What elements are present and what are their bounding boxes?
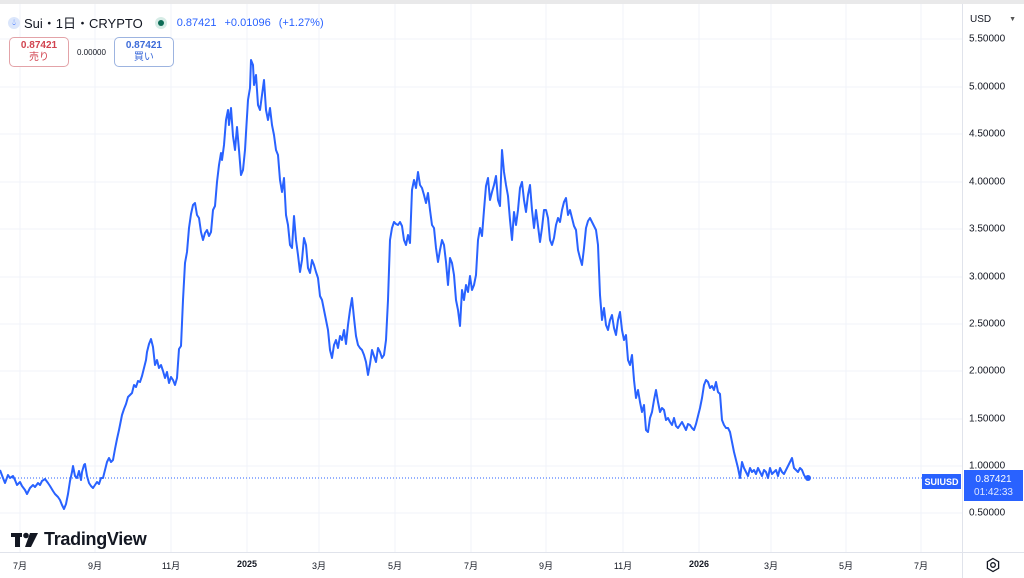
sui-drop-icon: 💧︎	[8, 16, 20, 29]
price-label: 3.00000	[969, 271, 1006, 283]
price-axis[interactable]: USD ▼ 5.50000 5.00000 4.50000 4.00000 3.…	[962, 4, 1024, 552]
symbol-title[interactable]: Sui・1日・CRYPTO	[24, 16, 143, 31]
grid-lines	[0, 4, 962, 552]
buy-button[interactable]: 0.87421 買い	[113, 37, 174, 67]
time-label: 3月	[763, 561, 779, 571]
price-label: 5.50000	[969, 33, 1006, 45]
price-change: +0.01096	[224, 16, 271, 29]
price-plot[interactable]	[0, 4, 962, 552]
price-line	[0, 59, 811, 510]
time-label: 11月	[613, 561, 633, 571]
time-label: 7月	[913, 561, 929, 571]
tradingview-logo-icon	[11, 532, 38, 547]
spread-value: 0.00000	[77, 47, 106, 57]
symbol-legend[interactable]: 💧︎ Sui・1日・CRYPTO 0.87421 +0.01096 (+1.27…	[8, 13, 324, 32]
price-label: 3.50000	[969, 223, 1006, 235]
price-label: 5.00000	[969, 81, 1006, 93]
last-price-tag-value: 0.87421	[975, 473, 1012, 485]
time-label-year: 2026	[688, 559, 710, 569]
price-label: 0.50000	[969, 507, 1006, 519]
last-price-tag: 0.87421 01:42:33	[964, 470, 1023, 501]
time-axis[interactable]: 7月 9月 11月 2025 3月 5月 7月 9月 11月 2026 3月 5…	[0, 552, 962, 578]
time-label: 5月	[838, 561, 854, 571]
tradingview-branding[interactable]: TradingView	[11, 529, 147, 550]
price-label: 2.00000	[969, 365, 1006, 377]
price-label: 2.50000	[969, 318, 1006, 330]
price-label: 4.50000	[969, 128, 1006, 140]
chart-pane[interactable]: 💧︎ Sui・1日・CRYPTO 0.87421 +0.01096 (+1.27…	[0, 4, 962, 552]
bar-countdown: 01:42:33	[974, 486, 1013, 498]
buy-label: 買い	[133, 52, 154, 63]
chevron-down-icon: ▼	[1009, 15, 1016, 23]
buy-price: 0.87421	[125, 40, 162, 51]
price-change-pct: (+1.27%)	[278, 16, 324, 29]
market-open-dot-icon	[154, 16, 167, 29]
window-top-border	[0, 0, 1024, 4]
time-label: 9月	[538, 561, 554, 571]
time-label: 3月	[311, 561, 327, 571]
time-label: 7月	[12, 561, 28, 571]
time-label: 11月	[161, 561, 181, 571]
tradingview-logo-text: TradingView	[44, 529, 147, 549]
time-label: 5月	[387, 561, 403, 571]
trade-buttons: 0.87421 売り 0.00000 0.87421 買い	[9, 37, 174, 67]
currency-label: USD	[970, 13, 992, 25]
sell-button[interactable]: 0.87421 売り	[9, 37, 69, 67]
sell-label: 売り	[29, 52, 49, 63]
axis-corner	[962, 552, 1024, 578]
sell-price: 0.87421	[20, 40, 58, 51]
time-label-year: 2025	[236, 559, 258, 569]
price-label: 4.00000	[969, 176, 1006, 188]
last-price-value: 0.87421	[176, 16, 217, 29]
price-label: 1.00000	[969, 460, 1006, 472]
currency-selector[interactable]: USD ▼	[967, 10, 1019, 28]
time-label: 9月	[87, 561, 103, 571]
price-label: 1.50000	[969, 413, 1006, 425]
time-label: 7月	[463, 561, 479, 571]
symbol-tag: SUIUSD	[922, 474, 961, 489]
gear-hexagon-icon[interactable]	[985, 557, 1001, 573]
last-price-dot	[805, 475, 811, 481]
